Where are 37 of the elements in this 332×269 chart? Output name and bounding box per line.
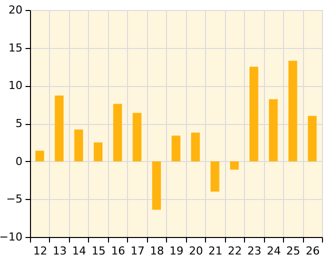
bar [191, 132, 200, 162]
y-tick-label: −5 [6, 192, 22, 206]
x-tick-label: 16 [111, 244, 126, 258]
x-tick-label: 26 [306, 244, 320, 258]
bar [268, 99, 278, 162]
bar [230, 161, 239, 170]
x-tick-label: 18 [150, 244, 164, 258]
x-tick-label: 23 [247, 244, 262, 258]
bar [94, 142, 103, 162]
bar [288, 60, 298, 162]
bar [113, 104, 122, 162]
bar [132, 112, 142, 162]
x-tick-label: 25 [286, 244, 300, 258]
y-tick-label: 15 [8, 41, 22, 54]
bar [74, 130, 84, 162]
x-tick-label: 20 [188, 244, 203, 258]
x-tick-label: 15 [92, 244, 106, 258]
x-tick-label: 19 [170, 244, 184, 258]
bar [54, 96, 64, 162]
y-tick-label: −10 [0, 230, 22, 244]
x-tick-label: 17 [130, 244, 145, 258]
x-tick-label: 13 [52, 244, 67, 258]
x-tick-label: 22 [228, 244, 242, 258]
bar [249, 66, 258, 162]
x-tick-label: 24 [266, 244, 281, 258]
y-tick-label: 0 [16, 154, 22, 168]
y-tick-label: 5 [16, 117, 22, 130]
y-tick-label: 20 [8, 4, 22, 16]
bar [210, 161, 220, 192]
y-tick-label: 10 [8, 79, 22, 92]
x-tick-label: 12 [33, 244, 48, 258]
bar [172, 136, 180, 162]
x-tick-label: 21 [208, 244, 222, 258]
bar [35, 150, 44, 162]
bar [152, 161, 161, 210]
x-tick-label: 14 [72, 244, 86, 258]
bar [308, 116, 317, 162]
